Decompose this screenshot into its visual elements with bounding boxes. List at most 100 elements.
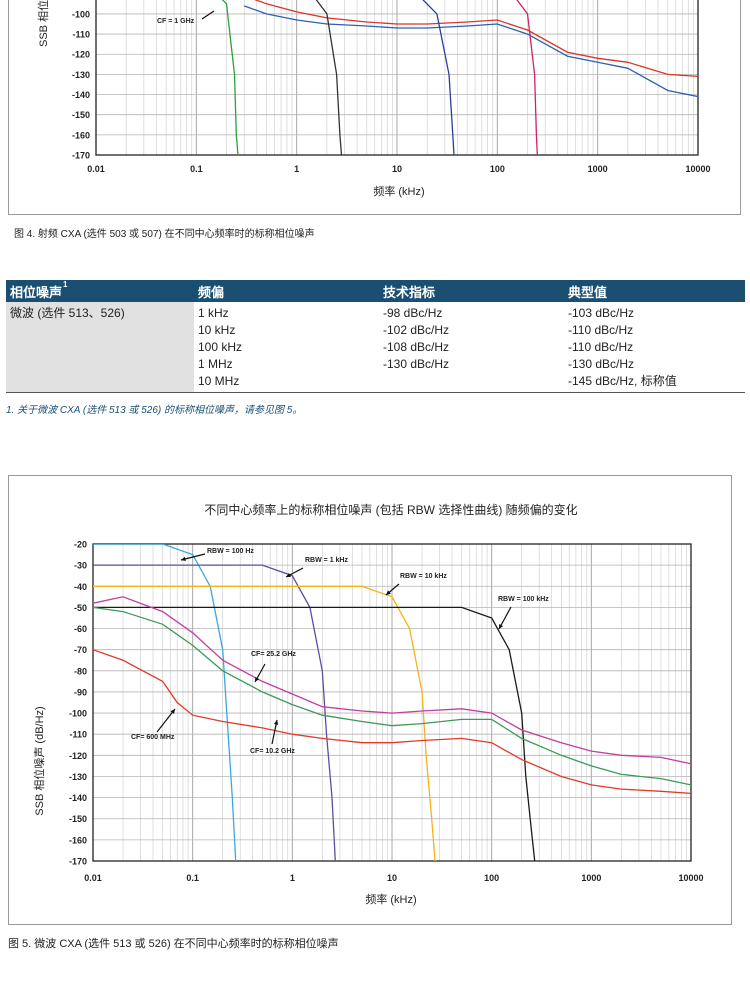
offset-item: 100 kHz bbox=[198, 340, 243, 354]
table-header-row: 相位噪声1 频偏 技术指标 典型值 bbox=[6, 280, 745, 302]
plot-frame bbox=[92, 543, 692, 862]
table-cell-specs: -98 dBc/Hz -102 dBc/Hz -108 dBc/Hz -130 … bbox=[379, 302, 564, 393]
spec-item: -102 dBc/Hz bbox=[383, 323, 450, 337]
table-header-param: 相位噪声1 bbox=[6, 280, 194, 302]
x-tick-label: 1000 bbox=[581, 873, 601, 883]
figure-5-ylabel: SSB 相位噪声 (dB/Hz) bbox=[32, 706, 46, 815]
table-footnote: 1. 关于微波 CXA (选件 513 或 526) 的标称相位噪声，请参见图 … bbox=[6, 405, 303, 416]
y-tick-label: -140 bbox=[72, 90, 90, 100]
offset-item: 10 kHz bbox=[198, 323, 236, 337]
x-tick-label: 1000 bbox=[588, 164, 608, 174]
series-line-2 bbox=[243, 5, 698, 98]
table-cell-param: 微波 (选件 513、526) bbox=[6, 302, 194, 393]
typical-item: -103 dBc/Hz bbox=[568, 306, 635, 320]
y-tick-label: -120 bbox=[69, 751, 87, 761]
offset-item: 10 MHz bbox=[198, 374, 240, 388]
figure-5-frame: 不同中心频率上的标称相位噪声 (包括 RBW 选择性曲线) 随频偏的变化 -20… bbox=[8, 475, 732, 925]
chart-annotation-arrowhead bbox=[181, 556, 186, 562]
offset-item: 1 kHz bbox=[198, 306, 229, 320]
series-line-5 bbox=[93, 596, 691, 765]
y-tick-label: -100 bbox=[69, 709, 87, 719]
figure-4-ylabel: SSB 相位噪 bbox=[36, 0, 50, 47]
y-tick-label: -50 bbox=[74, 603, 87, 613]
figure-5-title: 不同中心频率上的标称相位噪声 (包括 RBW 选择性曲线) 随频偏的变化 bbox=[204, 502, 577, 517]
series-line-4 bbox=[93, 606, 536, 861]
x-tick-label: 0.1 bbox=[190, 164, 203, 174]
plot-frame bbox=[95, 0, 699, 156]
phase-noise-spec-table: 相位噪声1 频偏 技术指标 典型值 微波 (选件 513、526) 1 kHz … bbox=[6, 280, 745, 393]
series-line-5 bbox=[422, 0, 455, 155]
table-header-offset: 频偏 bbox=[194, 280, 379, 302]
x-tick-label: 1 bbox=[290, 873, 295, 883]
chart-annotation-label: RBW = 10 kHz bbox=[400, 573, 447, 580]
y-tick-label: -100 bbox=[72, 9, 90, 19]
y-tick-label: -170 bbox=[72, 151, 90, 161]
series-line-4 bbox=[315, 0, 343, 155]
y-tick-label: -60 bbox=[74, 624, 87, 634]
y-tick-label: -130 bbox=[72, 70, 90, 80]
y-tick-label: -30 bbox=[74, 561, 87, 571]
figure-5-chart: 不同中心频率上的标称相位噪声 (包括 RBW 选择性曲线) 随频偏的变化 -20… bbox=[32, 502, 704, 906]
y-tick-label: -70 bbox=[74, 645, 87, 655]
y-tick-label: -160 bbox=[69, 835, 87, 845]
x-tick-label: 10000 bbox=[678, 873, 703, 883]
y-tick-label: -170 bbox=[69, 857, 87, 867]
x-tick-label: 0.01 bbox=[87, 164, 105, 174]
table-cell-offsets: 1 kHz 10 kHz 100 kHz 1 MHz 10 MHz bbox=[194, 302, 379, 393]
chart-annotation-label: CF= 10.2 GHz bbox=[250, 748, 295, 755]
offset-item: 1 MHz bbox=[198, 357, 233, 371]
series-line-7 bbox=[93, 649, 691, 795]
spec-item: -108 dBc/Hz bbox=[383, 340, 450, 354]
y-tick-label: -80 bbox=[74, 666, 87, 676]
x-tick-label: 1 bbox=[294, 164, 299, 174]
chart-annotation-arrowhead bbox=[499, 624, 504, 629]
chart-annotation-label: RBW = 1 kHz bbox=[305, 557, 348, 564]
x-tick-label: 10000 bbox=[685, 164, 710, 174]
y-tick-label: -120 bbox=[72, 50, 90, 60]
chart-annotation-arrowhead bbox=[273, 720, 279, 725]
y-tick-label: -110 bbox=[69, 730, 87, 740]
y-tick-label: -20 bbox=[74, 540, 87, 550]
figure-4-xlabel: 频率 (kHz) bbox=[373, 184, 424, 198]
y-tick-label: -110 bbox=[72, 30, 90, 40]
series-line-3 bbox=[221, 0, 239, 155]
x-tick-label: 0.01 bbox=[84, 873, 102, 883]
figure-5-caption: 图 5. 微波 CXA (选件 513 或 526) 在不同中心频率时的标称相位… bbox=[8, 938, 339, 950]
y-tick-label: -150 bbox=[72, 110, 90, 120]
figure-4-frame: -100 -110 -120 -130 -140 -150 -160 -170 0.01 0.1 1… bbox=[8, 0, 741, 215]
chart-annotation-label: CF= 25.2 GHz bbox=[251, 651, 296, 658]
series-line-3 bbox=[93, 585, 436, 861]
x-tick-label: 10 bbox=[392, 164, 402, 174]
typical-item: -110 dBc/Hz bbox=[568, 340, 634, 354]
y-tick-label: -130 bbox=[69, 772, 87, 782]
figure-4-caption: 图 4. 射频 CXA (选件 503 或 507) 在不同中心频率时的标称相位… bbox=[14, 229, 315, 240]
figure-5-xlabel: 频率 (kHz) bbox=[365, 892, 416, 906]
y-tick-label: -90 bbox=[74, 687, 87, 697]
series-line-1 bbox=[93, 544, 237, 861]
chart-annotation-label: RBW = 100 Hz bbox=[207, 548, 254, 555]
chart-annotation-label: CF= 600 MHz bbox=[131, 734, 175, 741]
series-line-6 bbox=[516, 0, 538, 155]
typical-item: -110 dBc/Hz bbox=[568, 323, 634, 337]
series-line-1 bbox=[253, 0, 698, 78]
x-tick-label: 0.1 bbox=[186, 873, 199, 883]
chart-annotation-arrowhead bbox=[170, 709, 175, 714]
x-tick-label: 100 bbox=[490, 164, 505, 174]
table-header-typical: 典型值 bbox=[564, 280, 745, 302]
typical-item: -130 dBc/Hz bbox=[568, 357, 635, 371]
table-cell-typicals: -103 dBc/Hz -110 dBc/Hz -110 dBc/Hz -130… bbox=[564, 302, 745, 393]
series-line-6 bbox=[93, 606, 691, 786]
y-tick-label: -140 bbox=[69, 793, 87, 803]
typical-item: -145 dBc/Hz, 标称值 bbox=[568, 374, 677, 388]
spec-item: -130 dBc/Hz bbox=[383, 357, 450, 371]
y-tick-label: -160 bbox=[72, 130, 90, 140]
table-header-spec: 技术指标 bbox=[379, 280, 564, 302]
x-tick-label: 10 bbox=[387, 873, 397, 883]
table-row: 微波 (选件 513、526) 1 kHz 10 kHz 100 kHz 1 M… bbox=[6, 302, 745, 393]
y-tick-label: -150 bbox=[69, 814, 87, 824]
chart-annotation-arrow bbox=[156, 708, 176, 733]
chart-annotation-arrowhead bbox=[286, 572, 291, 577]
chart-annotation-arrowhead bbox=[255, 677, 260, 682]
figure-4-annotation-arrow bbox=[201, 10, 215, 20]
chart-annotation-arrowhead bbox=[386, 590, 391, 595]
